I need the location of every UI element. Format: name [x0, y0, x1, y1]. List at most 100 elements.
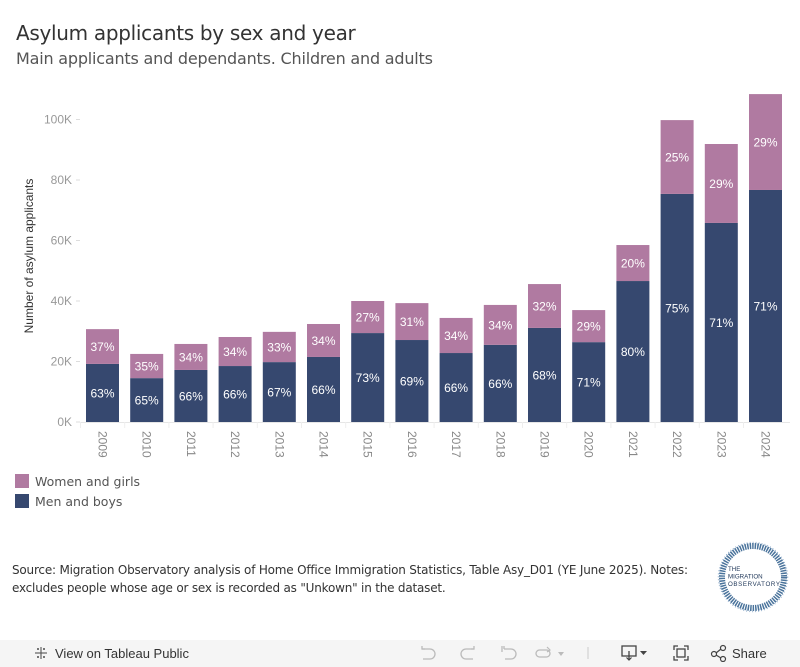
source-line-2: excludes people whose age or sex is reco…: [12, 581, 446, 595]
fullscreen-button[interactable]: [672, 644, 690, 662]
revert-icon: [501, 646, 517, 660]
bar-segment-men[interactable]: [307, 356, 340, 422]
x-tick-label: 2021: [626, 431, 640, 458]
x-tick-label: 2012: [228, 431, 242, 458]
data-label-women: 29%: [577, 320, 601, 334]
x-tick-label: 2023: [714, 431, 728, 458]
source-line-1: Source: Migration Observatory analysis o…: [12, 563, 688, 577]
bar-2014[interactable]: 66% 34%: [307, 323, 340, 422]
data-label-men: 75%: [665, 301, 689, 315]
bar-segment-women[interactable]: [86, 329, 119, 364]
toolbar-divider: [586, 644, 590, 662]
bar-2012[interactable]: 66% 34%: [218, 336, 252, 422]
bar-segment-men[interactable]: [218, 366, 252, 422]
bar-2024[interactable]: 71% 29%: [749, 94, 782, 422]
bar-segment-women[interactable]: [218, 336, 252, 367]
x-tick-label: 2014: [317, 431, 331, 458]
data-label-men: 67%: [267, 386, 291, 400]
chart-subtitle: Main applicants and dependants. Children…: [16, 49, 433, 68]
bar-segment-women[interactable]: [307, 323, 340, 357]
redo-button[interactable]: [458, 644, 478, 662]
bar-2018[interactable]: 66% 34%: [483, 304, 517, 422]
bar-segment-women[interactable]: [130, 353, 164, 379]
bar-segment-men[interactable]: [749, 189, 782, 422]
bar-segment-women[interactable]: [704, 144, 738, 223]
bar-segment-men[interactable]: [704, 222, 738, 422]
bar-segment-women[interactable]: [483, 304, 517, 345]
data-label-women: 25%: [665, 151, 689, 165]
chart-title: Asylum applicants by sex and year: [16, 21, 356, 45]
refresh-icon: [535, 646, 564, 658]
x-tick-label: 2018: [493, 431, 507, 458]
bar-segment-men[interactable]: [616, 281, 650, 422]
bar-segment-women[interactable]: [439, 317, 473, 354]
logo-text-1: THE: [728, 566, 740, 573]
legend-item-women[interactable]: Women and girls: [15, 471, 140, 491]
refresh-button[interactable]: [534, 644, 568, 662]
bar-2022[interactable]: 75% 25%: [660, 120, 694, 422]
x-tick-label: 2015: [361, 431, 375, 458]
x-axis: 2009 2010 2011 2012 2013 2014 2015 2016 2017 2018…: [80, 422, 790, 458]
y-tick-label: 40K: [51, 294, 72, 308]
data-label-women: 27%: [356, 311, 380, 325]
x-tick-label: 2011: [184, 431, 198, 457]
logo-text-2: MIGRATION: [728, 574, 763, 581]
share-icon: [710, 644, 727, 662]
bar-segment-women[interactable]: [174, 343, 208, 370]
data-label-men: 66%: [444, 381, 468, 395]
x-tick-label: 2019: [538, 431, 552, 458]
revert-button[interactable]: [499, 644, 519, 662]
bar-segment-women[interactable]: [351, 301, 385, 334]
bar-segment-women[interactable]: [528, 284, 561, 328]
bar-segment-women[interactable]: [262, 331, 296, 363]
bar-segment-men[interactable]: [86, 363, 119, 422]
y-tick-label: 0K: [57, 415, 72, 429]
source-note: Source: Migration Observatory analysis o…: [12, 561, 702, 597]
bar-segment-women[interactable]: [749, 94, 782, 190]
y-axis-label: Number of asylum applicants: [22, 179, 36, 334]
view-on-tableau-button[interactable]: View on Tableau Public: [33, 645, 189, 661]
bar-2023[interactable]: 71% 29%: [704, 144, 738, 422]
bar-2009[interactable]: 63% 37%: [86, 329, 119, 422]
bar-segment-women[interactable]: [395, 303, 429, 341]
share-button[interactable]: Share: [710, 644, 767, 662]
y-tick-label: 100K: [44, 113, 72, 127]
bar-2020[interactable]: 71% 29%: [572, 310, 606, 422]
bar-segment-women[interactable]: [616, 245, 650, 282]
bar-segment-men[interactable]: [439, 353, 473, 422]
bar-2019[interactable]: 68% 32%: [528, 284, 561, 422]
bar-2017[interactable]: 66% 34%: [439, 317, 473, 422]
x-tick-label: 2013: [272, 431, 286, 458]
x-tick-label: 2022: [670, 431, 684, 458]
tableau-logo-icon: [35, 647, 47, 659]
bar-segment-men[interactable]: [174, 369, 208, 422]
undo-button[interactable]: [418, 644, 438, 662]
data-label-women: 34%: [444, 329, 468, 343]
legend: Women and girls Men and boys: [15, 471, 140, 511]
bar-2010[interactable]: 65% 35%: [130, 353, 164, 422]
bar-segment-men[interactable]: [660, 193, 694, 422]
download-button[interactable]: [620, 644, 652, 662]
data-label-men: 71%: [577, 376, 601, 390]
y-tick-label: 60K: [51, 234, 72, 248]
x-tick-label: 2010: [140, 431, 154, 458]
bar-2021[interactable]: 80% 20%: [616, 245, 650, 422]
bar-segment-men[interactable]: [130, 378, 164, 422]
bar-2016[interactable]: 69% 31%: [395, 303, 429, 422]
bar-segment-women[interactable]: [572, 310, 606, 343]
bar-segment-men[interactable]: [528, 327, 561, 422]
legend-item-men[interactable]: Men and boys: [15, 491, 140, 511]
bar-2013[interactable]: 67% 33%: [262, 331, 296, 422]
bar-segment-men[interactable]: [483, 344, 517, 422]
bar-segment-men[interactable]: [395, 340, 429, 422]
bar-2015[interactable]: 73% 27%: [351, 301, 385, 422]
tableau-toolbar: View on Tableau Public Share: [0, 640, 800, 667]
bar-segment-men[interactable]: [262, 362, 296, 422]
migration-observatory-logo: THE MIGRATION OBSERVATORY: [717, 541, 789, 613]
bar-segment-women[interactable]: [660, 120, 694, 194]
data-label-men: 68%: [532, 368, 556, 382]
bar-segment-men[interactable]: [351, 333, 385, 422]
bar-segment-men[interactable]: [572, 342, 606, 422]
data-label-women: 29%: [709, 177, 733, 191]
bar-2011[interactable]: 66% 34%: [174, 343, 208, 422]
